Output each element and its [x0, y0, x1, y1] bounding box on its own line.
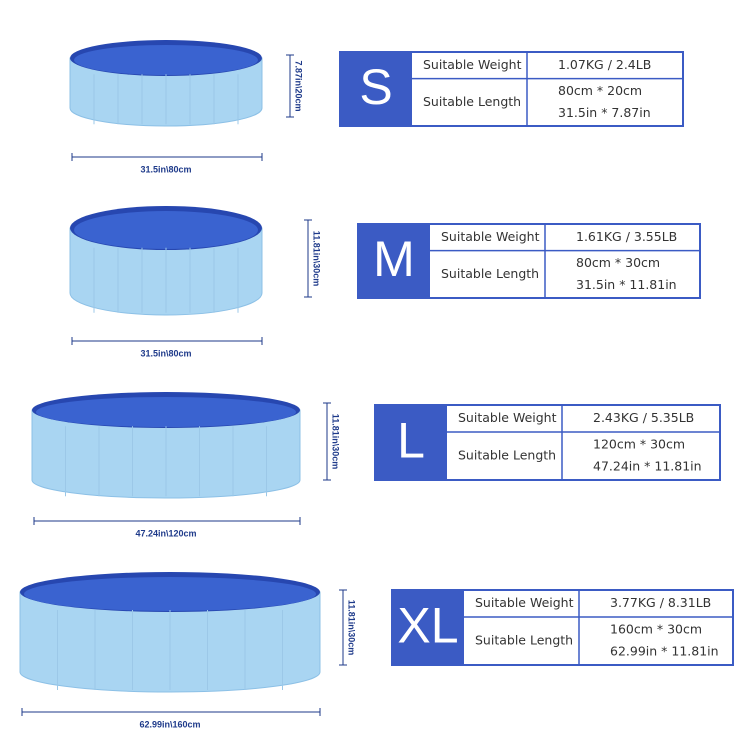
length-value: 62.99in * 11.81in [610, 644, 719, 659]
size-box [375, 405, 447, 480]
length-value: 80cm * 20cm [558, 83, 642, 98]
length-value: 47.24in * 11.81in [593, 459, 702, 474]
length-label: Suitable Length [423, 94, 521, 109]
weight-label: Suitable Weight [423, 57, 522, 72]
size-letter: L [397, 413, 425, 469]
pool-inner [74, 211, 258, 249]
width-label: 62.99in\160cm [139, 719, 200, 729]
weight-label: Suitable Weight [458, 410, 557, 425]
width-label: 47.24in\120cm [135, 528, 196, 538]
length-value: 120cm * 30cm [593, 437, 685, 452]
size-letter: XL [397, 598, 458, 654]
length-value: 160cm * 30cm [610, 622, 702, 637]
width-label: 31.5in\80cm [140, 348, 191, 358]
pool-inner [74, 45, 258, 75]
size-letter: M [373, 231, 415, 287]
weight-label: Suitable Weight [441, 229, 540, 244]
weight-label: Suitable Weight [475, 595, 574, 610]
length-value: 31.5in * 7.87in [558, 105, 651, 120]
length-label: Suitable Length [441, 266, 539, 281]
length-label: Suitable Length [458, 448, 556, 463]
height-label: 7.87in\20cm [294, 60, 304, 111]
weight-value: 3.77KG / 8.31LB [610, 595, 711, 610]
length-value: 80cm * 30cm [576, 255, 660, 270]
pool-inner [36, 397, 296, 427]
weight-value: 2.43KG / 5.35LB [593, 410, 694, 425]
weight-value: 1.61KG / 3.55LB [576, 229, 677, 244]
size-box [340, 52, 412, 126]
size-box [358, 224, 430, 298]
length-value: 31.5in * 11.81in [576, 277, 677, 292]
length-label: Suitable Length [475, 633, 573, 648]
size-box [392, 590, 464, 665]
height-label: 11.81in\30cm [312, 231, 322, 287]
size-letter: S [359, 59, 392, 115]
height-label: 11.81in\30cm [331, 414, 341, 470]
width-label: 31.5in\80cm [140, 164, 191, 174]
pool-inner [24, 577, 316, 611]
height-label: 11.81in\30cm [347, 600, 357, 656]
weight-value: 1.07KG / 2.4LB [558, 57, 651, 72]
